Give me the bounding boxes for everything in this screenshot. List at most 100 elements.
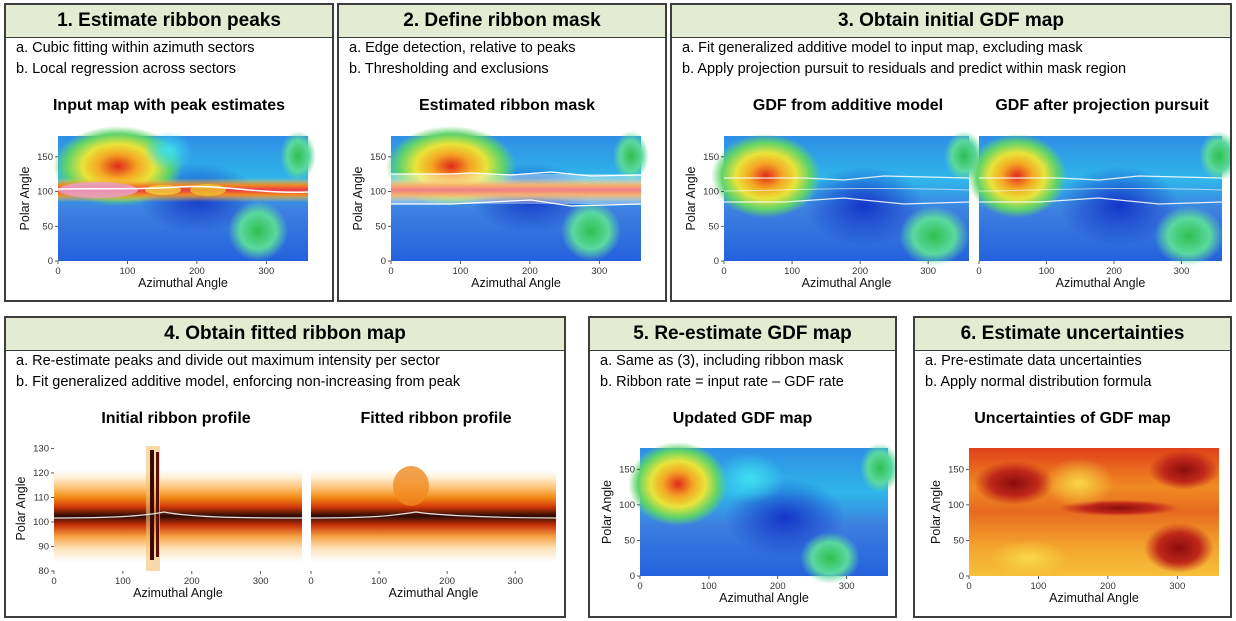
y-tick-label: 0 [381,256,386,267]
plot-title-right: GDF after projection pursuit [995,97,1209,114]
y-tick-label: 130 [33,443,49,454]
x-tick-label: 0 [637,581,642,592]
x-tick-label: 200 [770,581,786,592]
input-map-plot: 0 50 100 150 Polar Angle 0 100 200 300 Azimuthal … [18,126,316,290]
y-tick-label: 150 [703,152,719,163]
plot-title-left: GDF from additive model [752,97,944,114]
y-tick-label: 100 [948,500,964,511]
y-tick-label: 110 [34,492,49,503]
y-tick-label: 150 [948,464,964,475]
plot-axes: 0 50 100 150 Polar Angle 0 100 200 300 Azimuthal … [600,464,855,605]
plot-axes: 0 100 200 300 Azimuthal Angle [308,571,523,600]
x-tick-label: 200 [852,266,868,277]
panel-2: 2. Define ribbon mask a. Edge detection,… [337,3,667,302]
y-tick-label: 90 [38,541,49,552]
y-tick-label: 150 [619,464,635,475]
y-axis-label: Polar Angle [929,480,943,544]
y-axis-label: Polar Angle [14,476,28,540]
panel-3: 3. Obtain initial GDF map a. Fit general… [670,3,1232,302]
y-tick-label: 100 [37,187,53,198]
x-tick-label: 200 [189,266,205,277]
plot-title-right: Fitted ribbon profile [360,410,512,427]
plot-title: Updated GDF map [672,410,813,427]
panel-1-bullet-a: a. Cubic fitting within azimuth sectors [16,40,255,56]
y-tick-label: 0 [48,256,53,267]
plot-title-left: Initial ribbon profile [101,410,251,427]
plot-axes: 0 50 100 150 Polar Angle 0 100 200 300 Azimuthal … [18,152,274,290]
panel-1: 1. Estimate ribbon peaks a. Cubic fittin… [4,3,334,302]
x-tick-label: 0 [308,576,313,587]
y-tick-label: 100 [703,187,719,198]
x-axis-label: Azimuthal Angle [389,586,479,600]
x-axis-label: Azimuthal Angle [802,276,892,290]
y-tick-label: 50 [953,535,964,546]
y-tick-label: 150 [370,152,386,163]
plot-title: Uncertainties of GDF map [974,410,1171,427]
y-axis-label: Polar Angle [351,166,365,230]
panel-5-title: 5. Re-estimate GDF map [590,318,895,351]
panel-6-bullet-a: a. Pre-estimate data uncertainties [925,353,1142,369]
x-tick-label: 200 [1106,266,1122,277]
plot-axes: 80 90 100 110 120 130 Polar Angle 0 100 200 300 Azi… [14,443,269,600]
y-axis-label: Polar Angle [600,480,614,544]
y-tick-label: 80 [38,566,49,577]
plot-title: Input map with peak estimates [52,97,286,114]
x-tick-label: 100 [701,581,717,592]
panel-4-bullet-b: b. Fit generalized additive model, enfor… [16,374,461,390]
plot-axes: 0 50 100 150 Polar Angle 0 100 200 300 Azimuthal … [929,464,1185,605]
y-axis-label: Polar Angle [684,166,698,230]
panel-4-title: 4. Obtain fitted ribbon map [6,318,564,351]
x-axis-label: Azimuthal Angle [1056,276,1146,290]
panel-4-bullet-a: a. Re-estimate peaks and divide out maxi… [16,353,440,369]
ribbon-profile-plot: 80 90 100 110 120 130 Polar Angle 0 100 200 300 Azi… [14,443,557,600]
panel-5-bullet-b: b. Ribbon rate = input rate – GDF rate [600,374,844,390]
x-tick-label: 100 [371,576,387,587]
x-tick-label: 200 [184,576,200,587]
plot-title: Estimated ribbon mask [418,97,596,114]
ribbon-mask-plot: 0 50 100 150 Polar Angle 0 100 200 300 Azimuthal … [351,126,649,290]
y-tick-label: 0 [630,571,635,582]
x-tick-label: 300 [839,581,855,592]
panel-5: 5. Re-estimate GDF map a. Same as (3), i… [588,316,897,618]
panel-3-bullet-a: a. Fit generalized additive model to inp… [682,40,1083,56]
y-axis-label: Polar Angle [18,166,32,230]
x-tick-label: 100 [453,266,469,277]
x-axis-label: Azimuthal Angle [138,276,228,290]
y-tick-label: 100 [370,187,386,198]
panel-2-bullet-b: b. Thresholding and exclusions [349,61,549,77]
x-tick-label: 300 [1169,581,1185,592]
y-tick-label: 0 [714,256,719,267]
panel-5-bullet-a: a. Same as (3), including ribbon mask [600,353,844,369]
x-tick-label: 300 [507,576,523,587]
x-tick-label: 0 [388,266,393,277]
x-tick-label: 200 [1100,581,1116,592]
panel-1-bullet-b: b. Local regression across sectors [16,61,237,77]
y-tick-label: 100 [33,517,49,528]
x-tick-label: 0 [966,581,971,592]
y-tick-label: 50 [375,221,386,232]
x-tick-label: 200 [439,576,455,587]
x-tick-label: 100 [1031,581,1047,592]
plot-axes: 0 100 200 300 Azimuthal Angle [976,261,1189,290]
plot-axes: 0 50 100 150 Polar Angle 0 100 200 300 Azimuthal … [684,152,936,290]
gdf-maps-plot: 0 50 100 150 Polar Angle 0 100 200 300 Azimuthal … [684,131,1230,290]
panel-3-title: 3. Obtain initial GDF map [672,5,1230,38]
y-tick-label: 50 [708,221,719,232]
panel-6: 6. Estimate uncertainties a. Pre-estimat… [913,316,1232,618]
x-axis-label: Azimuthal Angle [471,276,561,290]
y-tick-label: 0 [959,571,964,582]
x-tick-label: 300 [920,266,936,277]
panel-4: 4. Obtain fitted ribbon map a. Re-estima… [4,316,566,618]
x-tick-label: 100 [115,576,131,587]
plot-axes: 0 50 100 150 Polar Angle 0 100 200 300 Azimuthal … [351,152,607,290]
x-tick-label: 200 [522,266,538,277]
x-tick-label: 300 [253,576,269,587]
panel-2-bullet-a: a. Edge detection, relative to peaks [349,40,576,56]
y-tick-label: 150 [37,152,53,163]
x-tick-label: 0 [721,266,726,277]
panel-3-bullet-b: b. Apply projection pursuit to residuals… [682,61,1127,77]
x-tick-label: 100 [1039,266,1055,277]
y-tick-label: 50 [42,221,53,232]
panel-6-title: 6. Estimate uncertainties [915,318,1230,351]
panel-2-title: 2. Define ribbon mask [339,5,665,38]
